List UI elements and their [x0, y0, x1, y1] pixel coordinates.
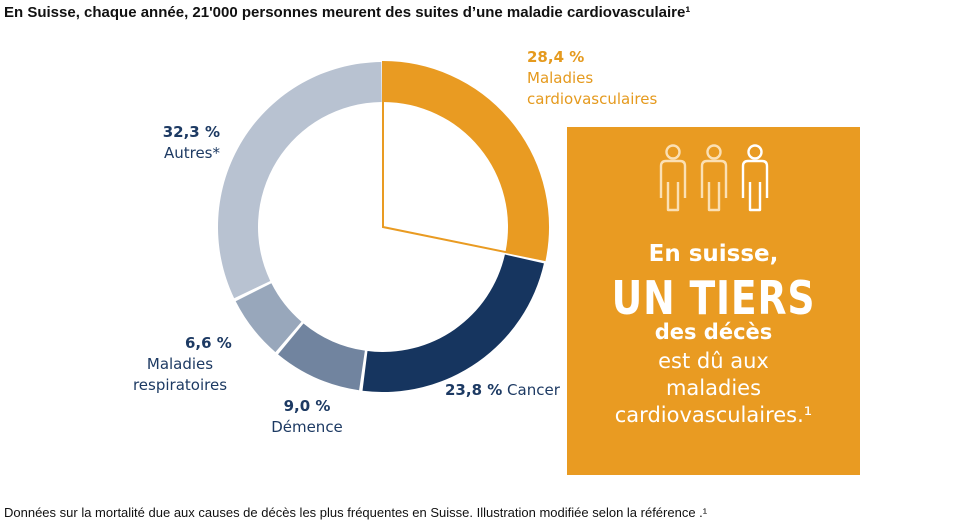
label-demence-name: Démence: [271, 418, 343, 436]
label-respiratoires-line1: Maladies: [146, 355, 214, 373]
callout-line6-text: cardiovasculaires.¹: [614, 403, 813, 427]
person-icon: [741, 144, 769, 212]
chart-title: En Suisse, chaque année, 21'000 personne…: [4, 4, 691, 21]
callout-line4-text: est dû aux: [658, 349, 769, 373]
person-icon: [659, 144, 687, 212]
label-autres-value: 32,3 %: [162, 123, 220, 141]
callout-line4: est dû aux maladies cardiovasculaires.¹: [567, 348, 860, 429]
label-autres: 32,3 % Autres*: [162, 122, 220, 164]
callout-line5-text: maladies: [665, 376, 762, 400]
label-cardio-line2: cardiovasculaires: [527, 90, 658, 108]
slice-maladies-cardiovasculaires: [383, 62, 548, 261]
slice-maladies-respiratoires: [235, 283, 302, 353]
callout-line3: des décès: [654, 320, 773, 344]
label-demence-value: 9,0 %: [283, 397, 331, 415]
footnote: Données sur la mortalité due aux causes …: [4, 505, 708, 520]
label-respiratoires-line2: respiratoires: [132, 376, 228, 394]
slice-d-mence: [278, 323, 365, 391]
label-cardio-line1: Maladies: [527, 69, 594, 87]
label-cancer-name: Cancer: [507, 381, 560, 399]
people-icons: [659, 144, 769, 212]
label-respiratoires: 6,6 % Maladies respiratoires: [130, 333, 232, 396]
slice-autres-: [218, 62, 382, 299]
label-cancer-value: 23,8 %: [445, 381, 503, 399]
highlight-wedge-outline: [382, 60, 549, 262]
label-cardio-value: 28,4 %: [527, 48, 585, 66]
label-cancer: 23,8 % Cancer: [445, 380, 560, 401]
callout-line1: En suisse,: [648, 241, 779, 267]
person-icon: [700, 144, 728, 212]
label-demence: 9,0 % Démence: [262, 396, 352, 438]
label-cardio: 28,4 % Maladies cardiovasculaires: [527, 47, 657, 110]
slice-cancer: [362, 254, 544, 393]
label-autres-name: Autres*: [163, 144, 220, 162]
label-respiratoires-value: 6,6 %: [185, 334, 232, 352]
callout-box: En suisse, UN TIERS des décès est dû aux…: [567, 127, 860, 475]
callout-headline: UN TIERS: [611, 271, 816, 325]
